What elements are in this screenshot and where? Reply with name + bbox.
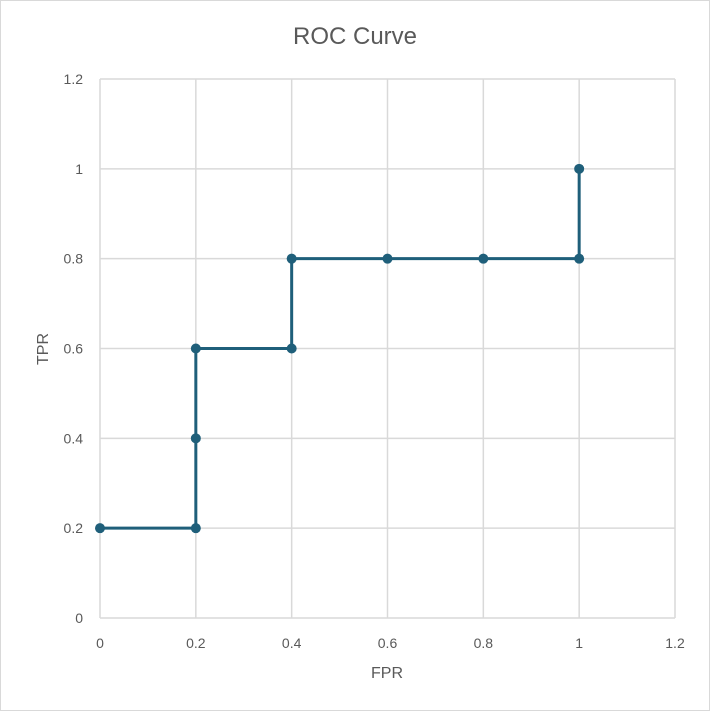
data-point <box>574 163 585 174</box>
tick-labels: 0 0.2 0.4 0.6 0.8 1 1.2 0 0.2 0.4 0.6 0.8 1 1.2 <box>64 71 685 651</box>
y-tick-label: 0.8 <box>64 251 84 267</box>
chart-title: ROC Curve <box>293 23 417 50</box>
series-roc <box>95 163 585 534</box>
data-point <box>574 253 585 264</box>
x-tick-label: 0.4 <box>282 635 302 651</box>
y-tick-label: 0.2 <box>64 520 84 536</box>
data-point <box>190 433 201 444</box>
series-line <box>100 168 581 530</box>
y-tick-label: 0.6 <box>64 341 84 357</box>
y-tick-label: 0.4 <box>64 430 84 446</box>
y-tick-label: 0 <box>75 610 83 626</box>
x-tick-label: 1.2 <box>665 635 685 651</box>
grid-lines <box>99 78 676 619</box>
x-tick-label: 0.8 <box>474 635 494 651</box>
x-tick-label: 0.6 <box>378 635 398 651</box>
data-point <box>286 343 297 354</box>
data-point <box>190 343 201 354</box>
data-point <box>95 523 105 534</box>
data-point <box>190 523 201 534</box>
x-tick-label: 1 <box>575 635 583 651</box>
x-tick-label: 0.2 <box>186 635 206 651</box>
y-tick-label: 1.2 <box>64 71 84 87</box>
data-point <box>382 253 393 264</box>
data-point <box>286 253 297 264</box>
y-tick-label: 1 <box>75 161 83 177</box>
y-axis-label: TPR <box>35 333 52 365</box>
x-tick-label: 0 <box>96 635 104 651</box>
data-point <box>478 253 489 264</box>
x-axis-label: FPR <box>371 665 403 682</box>
